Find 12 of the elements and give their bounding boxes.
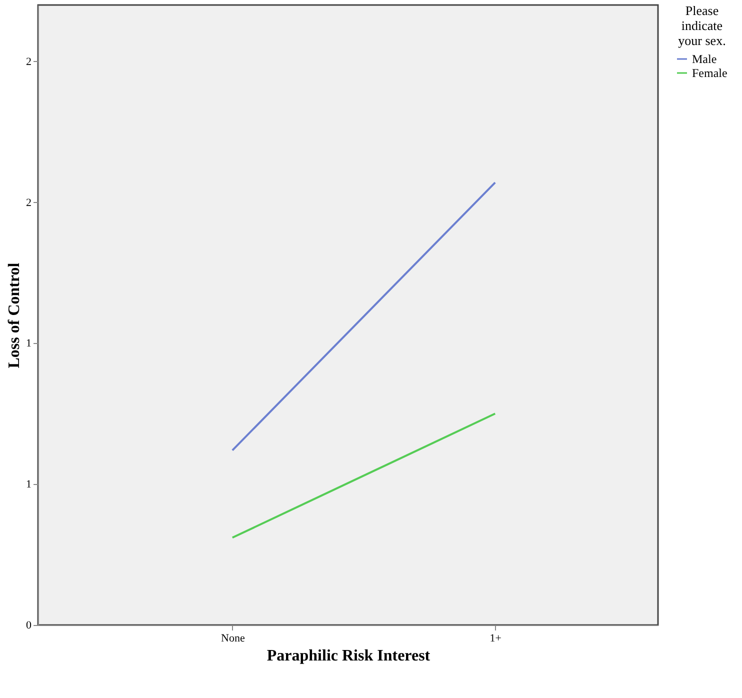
x-tick-label: None — [220, 632, 245, 644]
y-tick-label: 0 — [26, 620, 32, 632]
legend-label: Male — [692, 52, 717, 66]
legend-label: Female — [692, 66, 728, 80]
y-axis-title: Loss of Control — [6, 262, 23, 368]
y-tick-label: 1 — [26, 338, 32, 350]
y-tick-label: 1 — [26, 478, 32, 491]
x-tick-label: 1+ — [490, 632, 502, 644]
legend-title: Please indicate your sex. — [678, 3, 726, 48]
y-tick-label: 2 — [26, 196, 32, 209]
y-tick-label: 2 — [26, 56, 32, 68]
x-axis-title: Paraphilic Risk Interest — [266, 648, 431, 664]
